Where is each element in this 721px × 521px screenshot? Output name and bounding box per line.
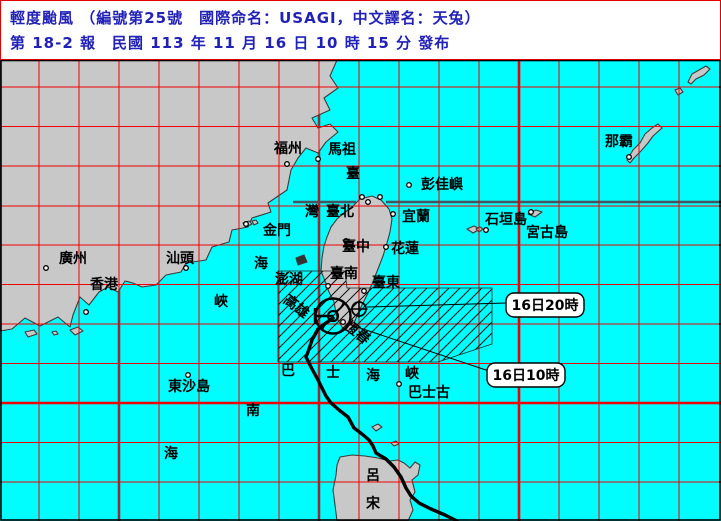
city-dots	[43, 154, 632, 387]
label-miyako: 宮古島	[526, 224, 568, 241]
guangzhou-dot	[43, 265, 49, 271]
forecast-connector-line	[366, 302, 507, 308]
typhoon-center-icon	[313, 302, 345, 330]
taitung-dot	[361, 288, 367, 294]
naha-dot	[626, 154, 632, 160]
sea-warning-hatched-area	[277, 270, 493, 363]
bulletin-info-line: 第 18-2 報 民國 113 年 11 月 16 日 10 時 15 分 發布	[10, 34, 451, 52]
label-basco: 巴士古	[408, 384, 450, 401]
pratas-dot	[185, 372, 191, 378]
label-naha: 那霸	[605, 134, 633, 150]
current-time-label: 16日10時	[493, 367, 560, 384]
pengjia-islet-dot	[406, 182, 412, 188]
typhoon-symbols	[313, 297, 368, 335]
shantou-dot	[183, 265, 189, 271]
current-connector-line	[347, 323, 490, 372]
keelung-area-dot	[359, 194, 365, 200]
kinmen-dot	[243, 221, 249, 227]
label-hongkong: 香港	[89, 276, 119, 293]
label-strait-xia: 峽	[214, 293, 229, 310]
label-shantou: 汕頭	[166, 250, 195, 267]
warning-header: 輕度颱風 （編號第25號 國際命名：USAGI，中文譯名：天兔） 第 18-2 …	[0, 0, 721, 60]
forecast-position-icon	[350, 300, 368, 318]
label-ishigaki: 石垣島	[484, 211, 527, 228]
ishigaki-dot	[483, 227, 489, 233]
label-taipei: 臺北	[326, 203, 354, 220]
current-time-box: 16日10時	[486, 362, 566, 388]
amami-islands	[674, 65, 711, 96]
hualien-dot	[383, 244, 389, 250]
label-pengjia-islet: 彭佳嶼	[421, 176, 463, 193]
taipei-dot	[365, 199, 371, 205]
label-yilan: 宜蘭	[402, 208, 430, 225]
hongkong-dot	[83, 309, 89, 315]
fuzhou-dot	[284, 161, 290, 167]
label-guangzhou: 廣州	[59, 250, 87, 267]
matsu-dot	[315, 156, 321, 162]
hongkong-islets	[24, 326, 84, 338]
basco-dot	[396, 381, 402, 387]
hengchun-dot	[340, 319, 346, 325]
label-bashi-shi: 士	[326, 364, 340, 381]
forecast-time-label: 16日20時	[512, 297, 579, 314]
miyako-dot	[528, 209, 534, 215]
label-kinmen: 金門	[262, 222, 291, 239]
north-coast-town-dot	[377, 194, 383, 200]
label-strait-tai: 臺	[346, 165, 360, 182]
label-bashi-hai: 海	[366, 367, 380, 384]
map-area: 福州 馬祖臺灣海峽金門 汕頭 廣州 香港 澎湖 高雄 臺北 宜蘭 花蓮 臺中 臺南 臺東 恆春 彭佳嶼 石垣島…	[0, 59, 721, 521]
label-penghu: 澎湖	[275, 271, 303, 288]
label-taitung: 臺東	[372, 274, 400, 291]
label-bashi-xia: 峽	[405, 365, 420, 382]
label-taichung: 臺中	[342, 238, 370, 255]
tainan-dot	[325, 283, 331, 289]
label-fuzhou: 福州	[273, 140, 302, 157]
penghu-islands	[295, 254, 308, 266]
label-matsu: 馬祖	[328, 141, 356, 158]
label-scs-nan: 南	[246, 402, 260, 419]
annotation-connectors	[347, 302, 507, 372]
warning-boundary-lines	[0, 60, 721, 521]
label-pratas: 東沙島	[168, 378, 210, 395]
label-strait-wan: 灣	[305, 203, 319, 220]
forecast-time-box: 16日20時	[505, 292, 585, 318]
label-bashi-ba: 巴	[281, 363, 295, 379]
typhoon-track-line	[304, 316, 459, 521]
okinawa-island	[626, 123, 663, 164]
label-luzon-song: 宋	[365, 495, 381, 512]
label-strait-hai: 海	[254, 255, 268, 272]
yilan-dot	[390, 211, 396, 217]
label-tainan: 臺南	[330, 265, 358, 282]
map-border	[0, 59, 721, 521]
typhoon-title-line: 輕度颱風 （編號第25號 國際命名：USAGI，中文譯名：天兔）	[10, 9, 481, 27]
label-hualien: 花蓮	[391, 240, 419, 257]
taichung-dot	[343, 238, 349, 244]
label-luzon-lu: 呂	[366, 468, 380, 484]
label-scs-hai: 海	[164, 445, 178, 462]
